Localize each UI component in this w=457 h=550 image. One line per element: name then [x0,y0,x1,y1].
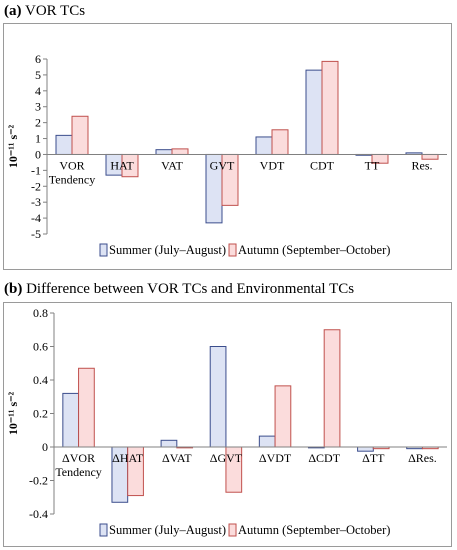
a-category-label: VAT [161,158,183,172]
a-legend-label-autumn: Autumn (September–October) [238,243,390,257]
b-legend-label-summer: Summer (July–August) [109,523,226,537]
b-y-tick-label: 0.6 [33,340,48,354]
b-y-tick-label: 0 [42,440,48,454]
a-y-tick-label: -2 [31,179,41,193]
a-y-tick-label: 1 [35,132,41,146]
b-category-label: ΔVDT [259,451,292,465]
b-legend-swatch-summer [99,523,108,537]
b-bar-summer [62,392,80,448]
a-y-tick-label: -3 [31,195,41,209]
a-legend-swatch-summer [99,243,108,257]
b-y-axis-label: 10⁻¹¹ s⁻² [6,392,20,436]
a-category-label: VDT [260,158,285,172]
b-y-tick-label: -0.4 [29,507,48,521]
a-y-tick-label: 4 [35,84,41,98]
a-category-label: HAT [110,158,134,172]
a-category-label: Res. [412,158,433,172]
a-y-tick-label: 5 [35,68,41,82]
a-category-label: TT [365,158,380,172]
a-category-label: CDT [310,158,335,172]
b-category-label: Tendency [55,465,101,479]
b-y-tick-label: 0.2 [33,407,48,421]
a-y-tick-label: -5 [31,227,41,241]
b-category-label: ΔCDT [308,451,340,465]
b-category-label: ΔTT [362,451,385,465]
panel-b-frame [3,302,452,547]
panel-a-title: (a) VOR TCs [4,3,85,20]
b-bar-autumn [323,329,341,448]
b-category-label: ΔVOR [62,451,95,465]
b-legend-label-autumn: Autumn (September–October) [238,523,390,537]
panel-b-title: (b) Difference between VOR TCs and Envir… [4,281,354,298]
b-y-tick-label: -0.2 [29,474,48,488]
panel-a-frame [3,23,452,270]
b-bar-summer [258,435,276,448]
b-bar-summer [160,439,178,448]
a-y-tick-label: 0 [35,147,41,161]
b-y-tick-label: 0.4 [33,373,48,387]
panel-b-label: (b) [4,281,23,297]
panel-b-heading: Difference between VOR TCs and Environme… [26,281,355,297]
b-legend-swatch-autumn [228,523,237,537]
panel-a-label: (a) [4,3,22,19]
b-y-tick-label: 0.8 [33,306,48,320]
a-y-tick-label: 6 [35,52,41,66]
b-bar-autumn [78,367,95,448]
a-legend-swatch-autumn [228,243,237,257]
a-y-tick-label: -1 [31,163,41,177]
panel-a-heading: VOR TCs [24,3,86,19]
b-category-label: ΔVAT [162,451,192,465]
b-category-label: ΔGVT [210,451,243,465]
b-category-label: ΔRes. [408,451,437,465]
a-y-tick-label: 3 [35,100,41,114]
b-category-label: ΔHAT [112,451,144,465]
a-category-label: GVT [210,158,235,172]
a-y-tick-label: 2 [35,116,41,130]
a-category-label: VOR [59,158,84,172]
b-bar-summer [209,346,227,448]
a-y-axis-label: 10⁻¹¹ s⁻² [6,125,20,169]
a-y-tick-label: -4 [31,211,41,225]
b-bar-autumn [274,385,292,448]
a-category-label: Tendency [49,172,95,186]
a-legend-label-summer: Summer (July–August) [109,243,226,257]
